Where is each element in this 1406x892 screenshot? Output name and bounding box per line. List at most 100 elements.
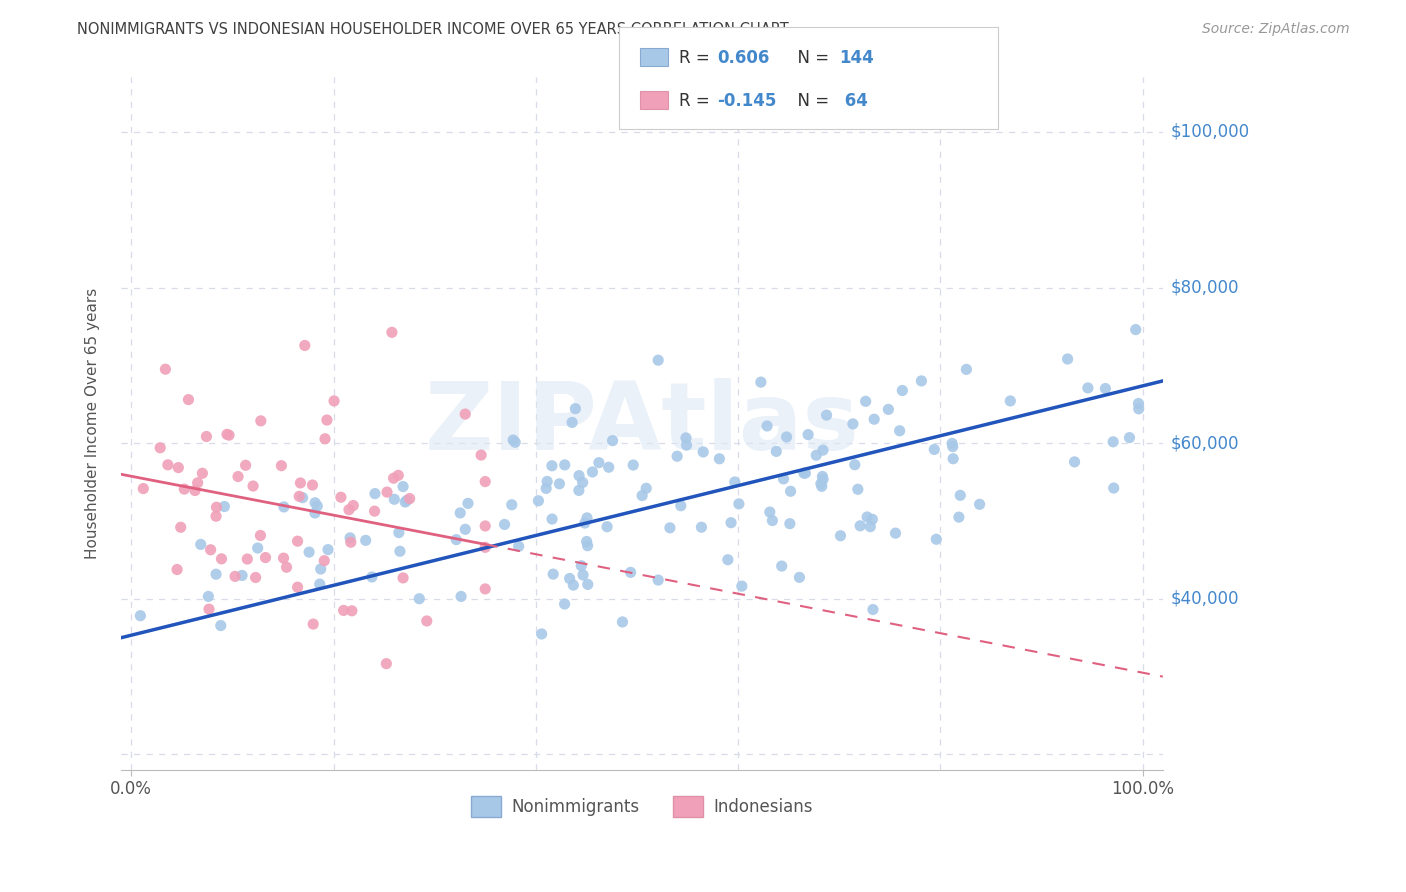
Point xyxy=(810,476,832,491)
Point xyxy=(167,460,190,475)
Point xyxy=(756,419,779,434)
Point xyxy=(830,529,852,543)
Point xyxy=(309,562,332,576)
Point xyxy=(877,402,900,417)
Point xyxy=(612,615,634,629)
Point xyxy=(304,506,326,520)
Legend: Nonimmigrants, Indonesians: Nonimmigrants, Indonesians xyxy=(465,789,820,824)
Point xyxy=(772,472,794,486)
Point xyxy=(454,522,477,536)
Point xyxy=(731,579,754,593)
Point xyxy=(395,493,418,508)
Point xyxy=(602,434,624,448)
Point xyxy=(170,520,193,534)
Point xyxy=(765,444,787,458)
Point xyxy=(749,375,772,389)
Point xyxy=(273,500,295,514)
Point xyxy=(709,451,731,466)
Point xyxy=(717,553,740,567)
Point xyxy=(1094,382,1116,396)
Point xyxy=(797,427,820,442)
Point xyxy=(329,490,352,504)
Point xyxy=(1000,393,1022,408)
Point xyxy=(375,485,398,500)
Text: $100,000: $100,000 xyxy=(1171,123,1250,141)
Text: Source: ZipAtlas.com: Source: ZipAtlas.com xyxy=(1202,22,1350,37)
Point xyxy=(860,512,883,526)
Point xyxy=(273,551,295,566)
Point xyxy=(527,493,550,508)
Point xyxy=(658,521,681,535)
Point xyxy=(770,559,793,574)
Point xyxy=(307,499,329,513)
Point xyxy=(728,497,751,511)
Point xyxy=(502,433,524,447)
Point xyxy=(316,413,339,427)
Point xyxy=(501,498,523,512)
Text: $60,000: $60,000 xyxy=(1171,434,1240,452)
Point xyxy=(631,489,654,503)
Text: $80,000: $80,000 xyxy=(1171,278,1240,296)
Text: ZIPAtlas: ZIPAtlas xyxy=(425,377,859,470)
Point xyxy=(290,475,312,490)
Point xyxy=(969,497,991,511)
Point xyxy=(454,407,477,421)
Point xyxy=(775,430,797,444)
Point xyxy=(576,577,599,591)
Point xyxy=(218,428,240,442)
Point xyxy=(1077,381,1099,395)
Point xyxy=(287,580,309,594)
Point xyxy=(474,541,496,555)
Point xyxy=(846,483,869,497)
Point xyxy=(530,627,553,641)
Point xyxy=(724,475,747,489)
Point xyxy=(779,484,801,499)
Point xyxy=(598,460,620,475)
Point xyxy=(394,495,416,509)
Point xyxy=(457,496,479,510)
Point xyxy=(342,499,364,513)
Point xyxy=(470,448,492,462)
Point xyxy=(449,506,471,520)
Point xyxy=(235,458,257,473)
Point xyxy=(948,510,970,524)
Point xyxy=(339,531,361,545)
Text: R =: R = xyxy=(679,48,716,67)
Point xyxy=(789,570,811,584)
Point xyxy=(494,517,516,532)
Point xyxy=(891,384,914,398)
Point xyxy=(205,500,228,515)
Point xyxy=(474,475,496,489)
Point xyxy=(245,570,267,584)
Point xyxy=(249,528,271,542)
Point xyxy=(474,519,496,533)
Point xyxy=(276,560,298,574)
Point xyxy=(398,491,420,506)
Point xyxy=(392,571,415,585)
Point xyxy=(129,608,152,623)
Point xyxy=(564,401,586,416)
Point xyxy=(209,618,232,632)
Point xyxy=(620,566,643,580)
Point xyxy=(692,445,714,459)
Point xyxy=(200,542,222,557)
Point xyxy=(690,520,713,534)
Point xyxy=(942,440,965,454)
Point xyxy=(811,472,834,486)
Text: NONIMMIGRANTS VS INDONESIAN HOUSEHOLDER INCOME OVER 65 YEARS CORRELATION CHART: NONIMMIGRANTS VS INDONESIAN HOUSEHOLDER … xyxy=(77,22,789,37)
Point xyxy=(132,482,155,496)
Point xyxy=(1118,431,1140,445)
Point xyxy=(211,552,233,566)
Point xyxy=(242,479,264,493)
Point xyxy=(949,488,972,502)
Point xyxy=(636,481,658,495)
Point xyxy=(779,516,801,531)
Point xyxy=(1102,434,1125,449)
Text: -0.145: -0.145 xyxy=(717,92,776,110)
Point xyxy=(187,475,209,490)
Point xyxy=(382,471,405,485)
Point xyxy=(842,417,865,431)
Point xyxy=(815,408,838,422)
Point xyxy=(811,443,834,458)
Point xyxy=(408,591,430,606)
